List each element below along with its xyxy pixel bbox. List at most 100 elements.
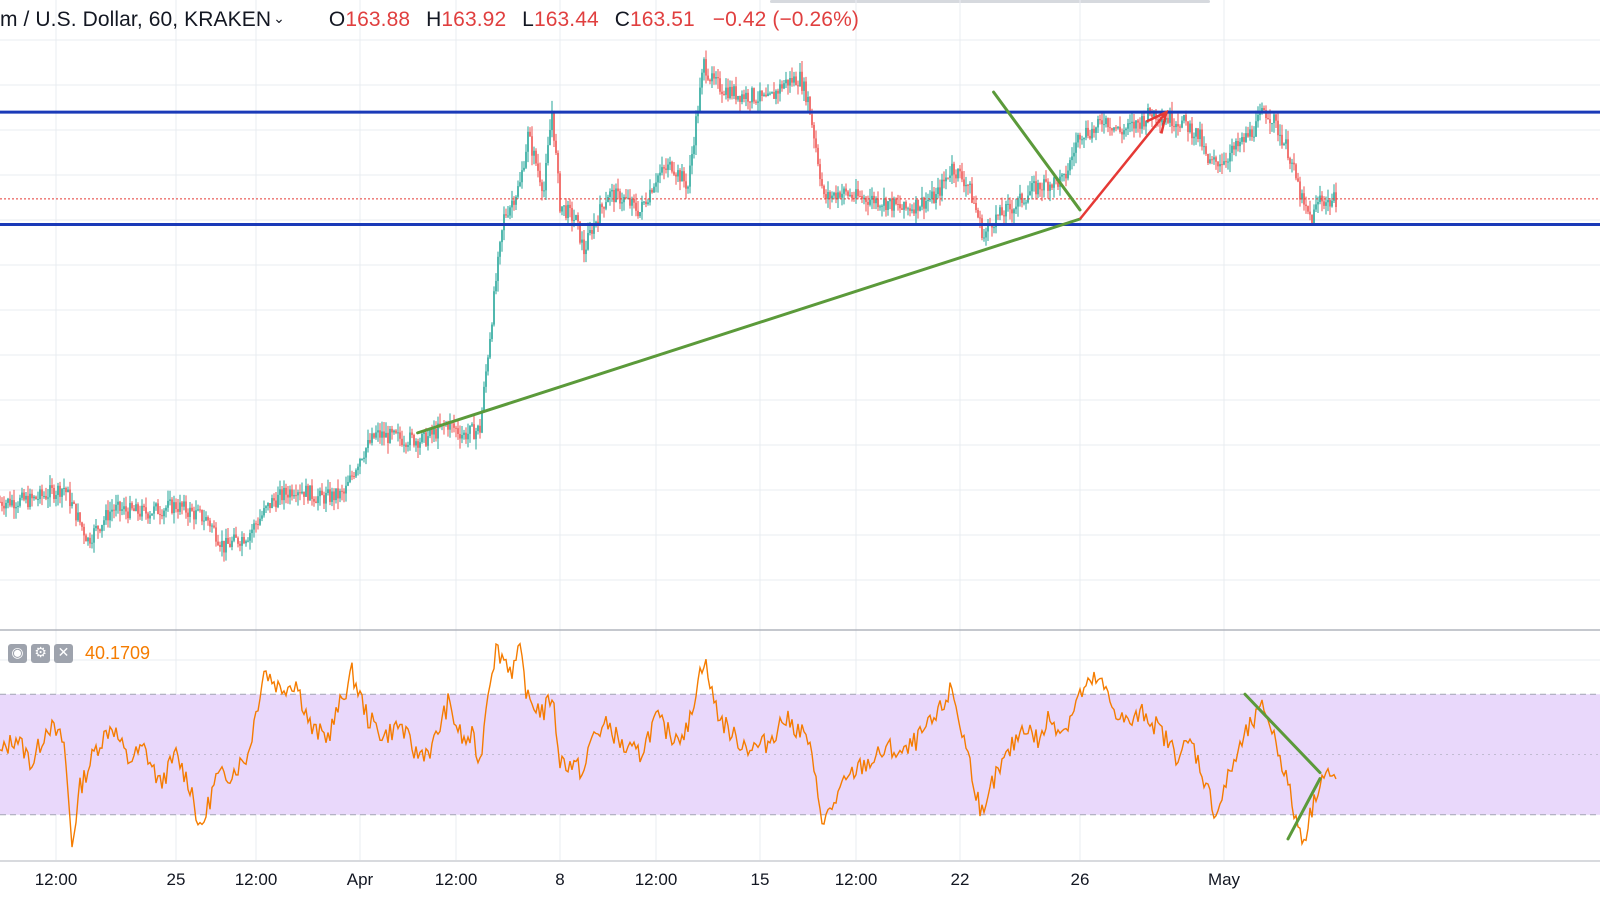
candle-242 <box>483 381 485 414</box>
candle-12 <box>23 488 25 502</box>
candle-body-499 <box>997 214 999 216</box>
candle-body-241 <box>481 410 483 433</box>
candle-609 <box>1217 161 1219 174</box>
candle-body-631 <box>1261 108 1263 113</box>
candle-body-515 <box>1029 191 1031 196</box>
candle-297 <box>593 213 595 239</box>
candle-307 <box>613 184 615 212</box>
candle-666 <box>1331 193 1333 208</box>
candle-body-356 <box>711 73 713 82</box>
candle-70 <box>139 505 141 520</box>
candle-body-72 <box>143 505 145 508</box>
candle-body-19 <box>37 498 39 500</box>
candle-368 <box>735 76 737 105</box>
candle-292 <box>583 229 585 263</box>
candle-188 <box>375 425 377 440</box>
gear-icon[interactable]: ⚙ <box>31 644 50 663</box>
candle-body-186 <box>371 433 373 443</box>
candle-465 <box>929 190 931 202</box>
rsi-trendlines[interactable] <box>1243 692 1322 841</box>
candle-body-435 <box>869 199 871 205</box>
candle-body-656 <box>1311 214 1313 225</box>
candle-612 <box>1223 152 1225 166</box>
candle-57 <box>113 504 115 519</box>
candle-body-401 <box>801 71 803 91</box>
candle-514 <box>1027 185 1029 204</box>
candle-183 <box>365 447 367 465</box>
top-scroll-handle[interactable] <box>770 0 1210 3</box>
candle-body-162 <box>323 495 325 504</box>
candle-523 <box>1045 170 1047 183</box>
candle-603 <box>1205 143 1207 156</box>
candle-247 <box>493 286 495 327</box>
candle-body-632 <box>1263 108 1265 111</box>
candle-400 <box>799 62 801 87</box>
candle-590 <box>1179 124 1181 132</box>
candle-body-242 <box>483 386 485 411</box>
candle-body-327 <box>653 186 655 193</box>
candle-159 <box>317 488 319 511</box>
candle-639 <box>1277 111 1279 142</box>
candle-body-323 <box>645 201 647 205</box>
trendline-rising-support <box>416 217 1082 435</box>
candle-body-34 <box>67 489 69 493</box>
candle-body-75 <box>149 515 151 519</box>
candle-322 <box>643 200 645 206</box>
projection-arrow[interactable] <box>1079 109 1169 220</box>
candle-573 <box>1145 120 1147 135</box>
candle-597 <box>1193 132 1195 146</box>
candle-65 <box>129 495 131 520</box>
candle-body-169 <box>337 488 339 499</box>
close-icon[interactable]: ✕ <box>54 644 73 663</box>
symbol-title[interactable]: m / U.S. Dollar, 60, KRAKEN <box>0 8 272 31</box>
candle-427 <box>853 191 855 202</box>
candle-349 <box>697 105 699 124</box>
candle-body-611 <box>1221 164 1223 166</box>
candle-body-210 <box>419 442 421 448</box>
candle-249 <box>497 251 499 292</box>
candle-502 <box>1003 210 1005 224</box>
candle-body-596 <box>1191 123 1193 139</box>
candle-616 <box>1231 138 1233 162</box>
chevron-down-icon[interactable]: ⌄ <box>273 10 285 26</box>
candle-374 <box>747 89 749 110</box>
candle-33 <box>65 486 67 501</box>
candle-body-258 <box>515 196 517 205</box>
candle-body-287 <box>573 219 575 221</box>
candle-39 <box>77 503 79 522</box>
candle-body-67 <box>133 508 135 512</box>
candle-570 <box>1139 117 1141 138</box>
trendlines[interactable] <box>416 90 1082 435</box>
candle-body-655 <box>1309 211 1311 215</box>
candle-body-117 <box>233 534 235 541</box>
candle-body-136 <box>271 498 273 508</box>
candle-558 <box>1115 124 1117 132</box>
candle-164 <box>327 479 329 496</box>
candle-610 <box>1219 154 1221 172</box>
candle-body-118 <box>235 534 237 538</box>
candle-body-552 <box>1103 124 1105 126</box>
candle-140 <box>279 480 281 505</box>
candle-body-334 <box>667 164 669 170</box>
candle-538 <box>1075 132 1077 164</box>
candle-365 <box>729 80 731 100</box>
candle-body-292 <box>583 239 585 255</box>
candle-body-40 <box>79 512 81 523</box>
candle-body-184 <box>367 440 369 449</box>
candle-body-276 <box>551 110 553 131</box>
candle-body-142 <box>283 487 285 501</box>
candle-body-261 <box>521 170 523 183</box>
candle-363 <box>725 78 727 100</box>
candle-67 <box>133 504 135 512</box>
horizontal-levels[interactable] <box>0 110 1600 226</box>
candle-106 <box>211 523 213 533</box>
x-tick-label-10: 26 <box>1070 870 1090 889</box>
candle-19 <box>37 491 39 507</box>
candle-body-421 <box>841 193 843 198</box>
candle-body-274 <box>547 145 549 163</box>
candle-body-544 <box>1087 127 1089 136</box>
candle-body-309 <box>617 188 619 192</box>
eye-icon[interactable]: ◉ <box>8 644 27 663</box>
candle-489 <box>977 207 979 219</box>
